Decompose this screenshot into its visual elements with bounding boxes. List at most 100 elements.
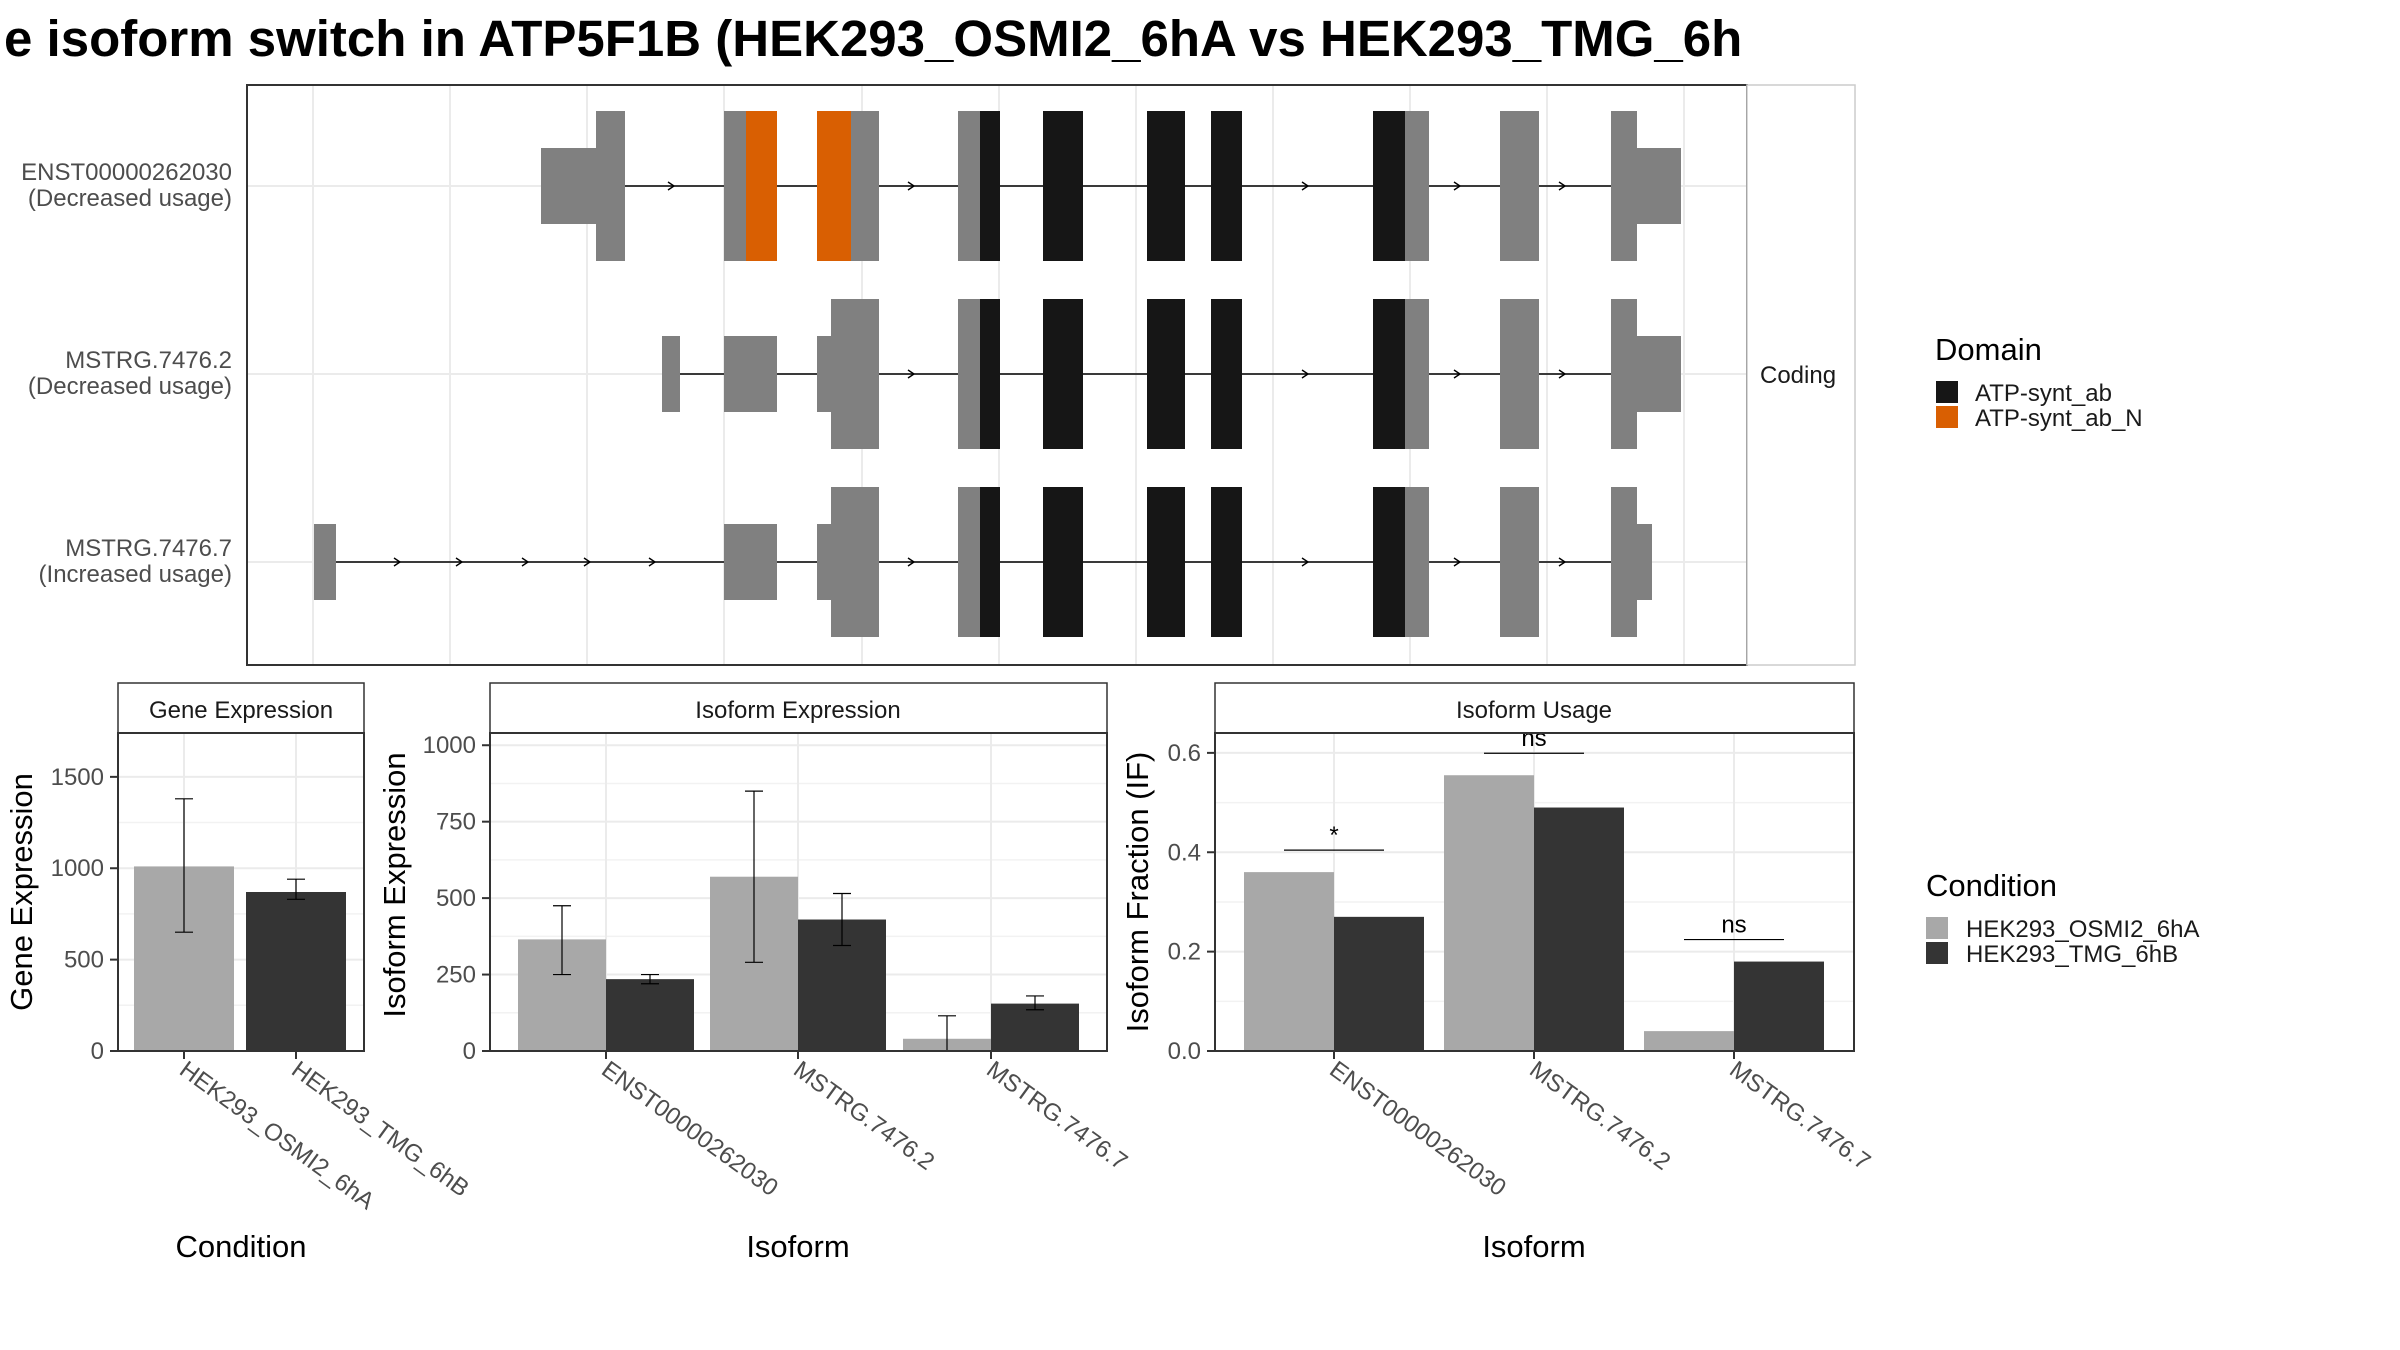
- domain-atp-synt-ab-block: [1043, 111, 1083, 261]
- isoform-labels: ENST00000262030(Decreased usage)MSTRG.74…: [21, 159, 232, 588]
- gene-expression-plot-border: [117, 732, 365, 1052]
- y-tick-label: 500: [436, 885, 476, 912]
- y-tick-label: 0: [91, 1038, 104, 1065]
- intron-direction-arrow: [1301, 369, 1310, 379]
- intron-direction-arrow: [1558, 181, 1567, 191]
- exon-block: [314, 524, 336, 600]
- domain-legend: Domain ATP-synt_ab ATP-synt_ab_N: [1935, 332, 2143, 432]
- isoform-expression-panel: Isoform Expression 0 250 500 750 1000 ENST00…: [377, 682, 1132, 1264]
- significance-label: *: [1329, 822, 1338, 849]
- intron-direction-arrow: [907, 181, 916, 191]
- legend-key-atp-synt-ab: [1936, 381, 1958, 403]
- isoform-usage-status: (Increased usage): [39, 561, 232, 588]
- y-tick-label: 250: [436, 962, 476, 989]
- legend-key-atp-synt-ab-n: [1936, 406, 1958, 428]
- x-tick-label: MSTRG.7476.7: [1724, 1056, 1875, 1176]
- intron-direction-arrow: [455, 557, 464, 567]
- significance-label: ns: [1521, 725, 1546, 752]
- isoform-expression-xlabel: Isoform: [746, 1229, 849, 1264]
- exon-block: [724, 524, 777, 600]
- bar: [1534, 807, 1624, 1051]
- isoform-usage-strip: [1214, 682, 1855, 734]
- bar: [1644, 1031, 1734, 1051]
- x-tick-label: MSTRG.7476.2: [788, 1056, 939, 1176]
- legend-label-atp-synt-ab-n: ATP-synt_ab_N: [1975, 405, 2143, 432]
- exon-block: [662, 336, 680, 412]
- x-tick-label: HEK293_OSMI2_6hA: [174, 1056, 379, 1215]
- isoform-id-label: MSTRG.7476.2: [65, 347, 232, 374]
- legend-label-tmg: HEK293_TMG_6hB: [1966, 941, 2178, 968]
- isoform-usage-xticks: ENST00000262030 MSTRG.7476.2 MSTRG.7476.7: [1324, 1051, 1875, 1202]
- domain-legend-title: Domain: [1935, 332, 2042, 367]
- intron-direction-arrow: [907, 369, 916, 379]
- isoform-usage-ylabel: Isoform Fraction (IF): [1120, 752, 1155, 1033]
- domain-atp-synt-ab-block: [1147, 487, 1185, 637]
- exon-block: [817, 336, 831, 412]
- gene-expression-xlabel: Condition: [176, 1229, 307, 1264]
- isoform-expression-bars: [518, 790, 1079, 1052]
- condition-legend: Condition HEK293_OSMI2_6hA HEK293_TMG_6h…: [1926, 868, 2199, 968]
- domain-atp-synt-ab-block: [980, 299, 1000, 449]
- bar: [1334, 916, 1424, 1051]
- intron-direction-arrow: [667, 181, 676, 191]
- exon-block: [1637, 336, 1681, 412]
- legend-key-osmi2: [1926, 917, 1948, 939]
- exon-block: [851, 111, 879, 261]
- isoform-expression-strip-label: Isoform Expression: [695, 697, 900, 724]
- gene-expression-yticks: 0 500 1000 1500: [51, 764, 118, 1065]
- exon-block: [958, 111, 980, 261]
- coding-strip-label: Coding: [1760, 362, 1836, 389]
- domain-atp-synt-ab-block: [1043, 299, 1083, 449]
- exon-block: [958, 299, 980, 449]
- x-tick-label: MSTRG.7476.7: [981, 1056, 1132, 1176]
- intron-direction-arrow: [583, 557, 592, 567]
- significance-annotations: * ns ns: [1284, 725, 1784, 941]
- domain-atp-synt-ab-block: [1211, 299, 1242, 449]
- isoform-expression-yticks: 0 250 500 750 1000: [423, 732, 490, 1065]
- domain-atp-synt-ab-block: [980, 487, 1000, 637]
- intron-direction-arrow: [1558, 557, 1567, 567]
- y-tick-label: 750: [436, 809, 476, 836]
- exon-block: [1637, 524, 1652, 600]
- legend-label-osmi2: HEK293_OSMI2_6hA: [1966, 916, 2199, 943]
- intron-direction-arrow: [907, 557, 916, 567]
- intron-direction-arrow: [393, 557, 402, 567]
- exon-block: [1405, 299, 1429, 449]
- bar: [606, 979, 694, 1051]
- intron-direction-arrow: [1453, 181, 1462, 191]
- isoform-expression-xticks: ENST00000262030 MSTRG.7476.2 MSTRG.7476.7: [596, 1051, 1132, 1202]
- isoform-usage-strip-label: Isoform Usage: [1456, 697, 1612, 724]
- domain-atp-synt-ab-n-block: [746, 111, 777, 261]
- isoform-expression-strip: [489, 682, 1108, 734]
- y-tick-label: 1000: [51, 855, 104, 882]
- x-tick-label: ENST00000262030: [1324, 1056, 1510, 1202]
- y-tick-label: 1000: [423, 732, 476, 759]
- y-tick-label: 1500: [51, 764, 104, 791]
- intron-direction-arrow: [1453, 369, 1462, 379]
- gene-expression-strip-label: Gene Expression: [149, 697, 333, 724]
- isoform-usage-status: (Decreased usage): [28, 373, 232, 400]
- figure-title: e isoform switch in ATP5F1B (HEK293_OSMI…: [4, 10, 1742, 67]
- bar: [1244, 872, 1334, 1051]
- domain-atp-synt-ab-block: [980, 111, 1000, 261]
- gene-structure-panel: ENST00000262030(Decreased usage)MSTRG.74…: [21, 84, 1856, 666]
- domain-atp-synt-ab-n-block: [817, 111, 851, 261]
- y-tick-label: 0.4: [1168, 839, 1201, 866]
- exon-block: [724, 111, 746, 261]
- exon-block: [1405, 111, 1429, 261]
- exon-block: [831, 299, 879, 449]
- exon-block: [1500, 487, 1539, 637]
- gene-expression-strip: [117, 682, 365, 734]
- exon-block: [541, 148, 596, 224]
- exon-block: [817, 524, 831, 600]
- gene-expression-ylabel: Gene Expression: [4, 773, 39, 1011]
- exon-block: [1611, 111, 1637, 261]
- isoform-usage-xlabel: Isoform: [1482, 1229, 1585, 1264]
- y-tick-label: 0.0: [1168, 1038, 1201, 1065]
- intron-direction-arrow: [1301, 557, 1310, 567]
- exon-block: [1611, 487, 1637, 637]
- y-tick-label: 0: [463, 1038, 476, 1065]
- legend-label-atp-synt-ab: ATP-synt_ab: [1975, 380, 2112, 407]
